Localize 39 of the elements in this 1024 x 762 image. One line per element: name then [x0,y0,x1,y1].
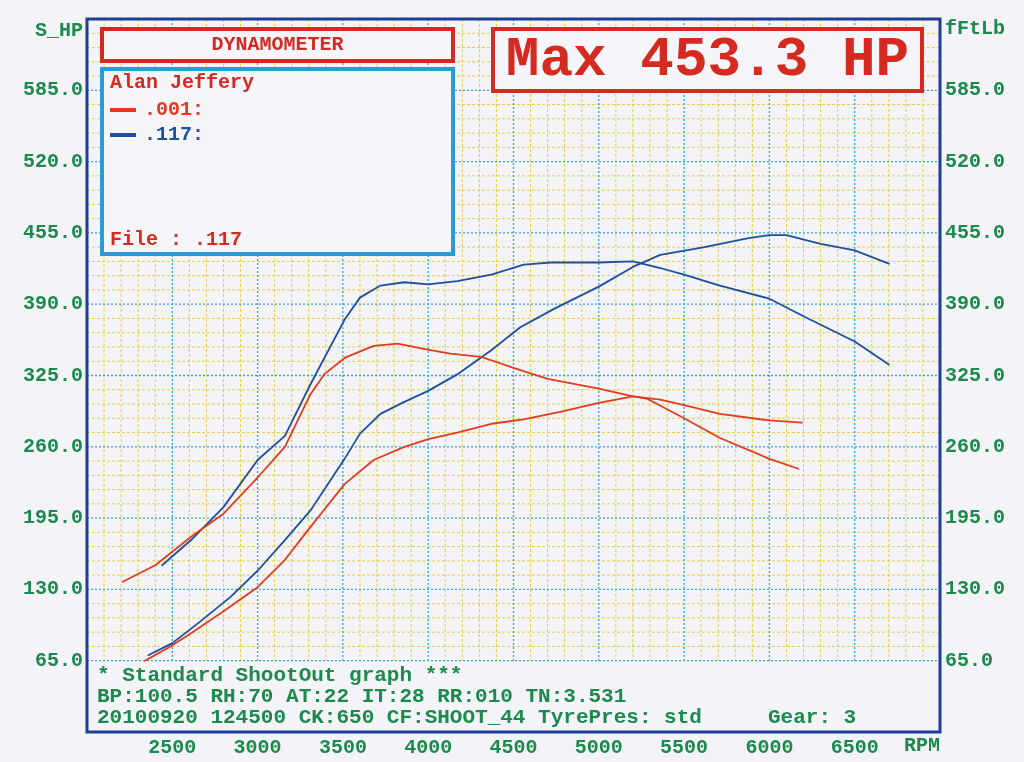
text: DYNAMOMETER [210,33,345,56]
y-tick-label: 130.0 [22,577,83,601]
annotation: 20100920 124500 CK:650 CF:SHOOT_44 TyrePres: std [97,706,702,729]
x-tick-label: 4000 [404,736,453,760]
y2-tick-label: 455.0 [945,220,1006,244]
x-tick-label: 5500 [660,736,709,760]
x-tick-label: 3500 [318,736,367,760]
y2-tick-label: 520.0 [945,149,1006,173]
x-tick-label: 4500 [489,736,538,760]
y-tick-label: 520.0 [22,149,83,173]
y-tick-label: 585.0 [22,78,83,102]
legend-label: .001: [144,98,205,121]
x-tick-label: 5000 [574,736,623,760]
y2-tick-label: 130.0 [945,577,1006,601]
y-tick-label: 195.0 [22,506,83,530]
annotation: Gear: 3 [768,706,857,729]
annotation: File : .117 [110,228,243,251]
x-tick-label: 2500 [148,736,197,760]
annotation: * Standard ShootOut graph *** [97,664,463,687]
annotation: BP:100.5 RH:70 AT:22 IT:28 RR:010 TN:3.531 [97,685,627,708]
y-tick-label: 455.0 [22,220,83,244]
y2-tick-label: 260.0 [945,434,1006,458]
legend-label: .117: [144,123,205,146]
y2-tick-label: 585.0 [945,78,1006,102]
y-tick-label: 260.0 [22,434,83,458]
y-tick-label: 65.0 [34,648,83,672]
y2-axis-title: fFtLb [945,17,1006,41]
y2-tick-label: 325.0 [945,363,1006,387]
annotation: Alan Jeffery [110,71,255,94]
x-tick-label: 6000 [745,736,794,760]
y2-tick-label: 390.0 [945,292,1006,316]
y-tick-label: 390.0 [22,292,83,316]
y2-tick-label: 65.0 [945,648,994,672]
y-axis-title: S_HP [34,19,83,43]
x-tick-label: 6500 [830,736,879,760]
y-tick-label: 325.0 [22,363,83,387]
x-tick-label: 3000 [233,736,282,760]
y2-tick-label: 195.0 [945,506,1006,530]
x-axis-title: RPM [903,734,940,758]
